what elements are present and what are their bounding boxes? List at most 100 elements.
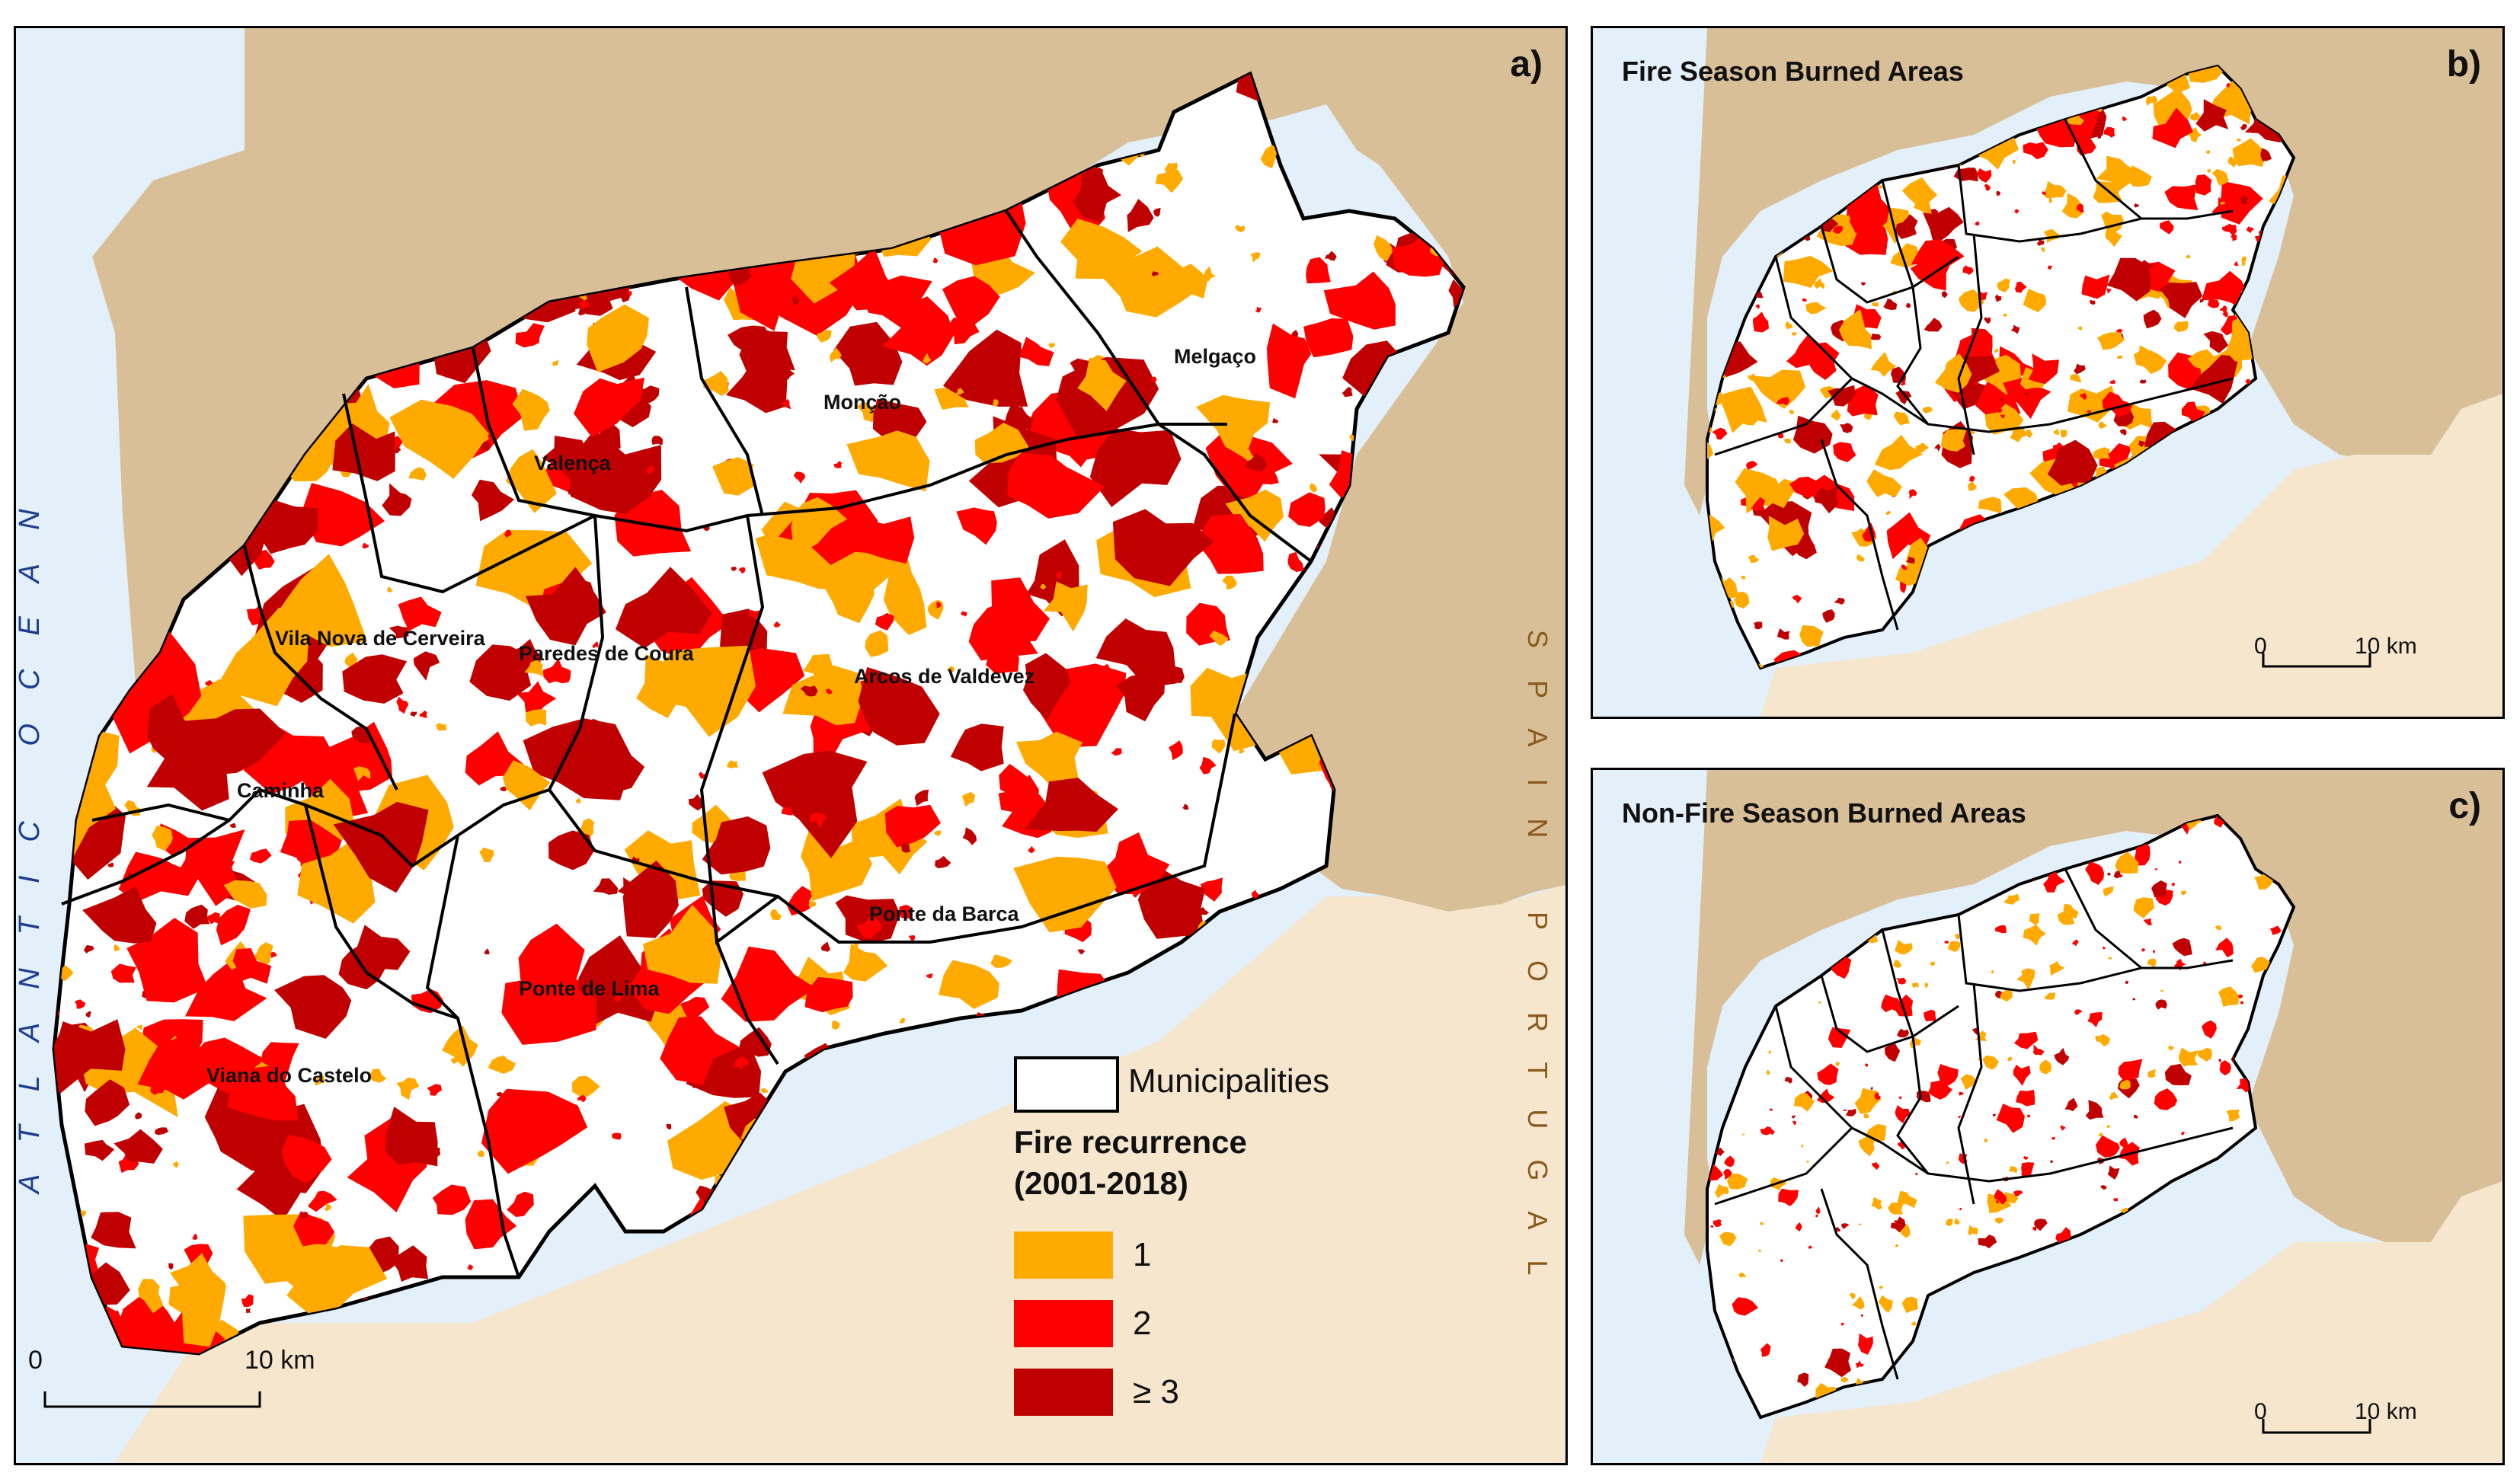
burned-patch [270,951,277,958]
burned-patch [2152,950,2155,954]
burned-patch [721,946,816,1022]
burned-patch [249,848,272,864]
burned-patch [2107,1165,2120,1180]
legend-swatch-3 [1014,1369,1113,1416]
legend-municipalities-label: Municipalities [1128,1062,1330,1100]
burned-patch [2199,298,2204,303]
burned-patch [74,999,86,1009]
burned-patch [2201,270,2247,311]
burned-patch [1785,321,1793,330]
burned-patch [504,529,512,538]
burned-patch [1901,1296,1918,1313]
burned-patch [1100,1031,1124,1052]
burned-patch [1918,1376,1935,1397]
burned-patch [344,652,358,668]
burned-patch [1806,1159,1809,1163]
burned-patch [1776,628,1790,640]
burned-patch [1769,1108,1773,1111]
burned-patch [1708,1099,1713,1103]
burned-patch [1978,497,2002,514]
burned-patch [1748,554,1759,563]
spain-area [92,28,1565,912]
burned-patch [2137,1228,2142,1235]
burned-patch [2064,1257,2074,1267]
burned-patch [1713,1340,1722,1346]
burned-patch [387,586,392,593]
burned-patch [2193,461,2211,481]
burned-patch [800,685,818,697]
burned-patch [791,294,800,306]
burned-patch [782,398,791,410]
burned-patch [1082,690,1099,704]
burned-patch [114,944,120,952]
burned-patch [2093,576,2108,588]
burned-patch [408,467,427,481]
burned-patch [1946,1161,1949,1164]
burned-patch [932,257,939,264]
burned-patch [739,1027,772,1057]
burned-patch [923,353,932,364]
burned-patch [1833,442,1856,462]
burned-patch [1780,1259,1783,1263]
burned-patch [1895,1244,1899,1247]
burned-patch [106,471,119,479]
burned-patch [332,423,395,481]
burned-patch [2147,958,2157,967]
burned-patch [1246,453,1268,472]
burned-patch [2159,282,2203,318]
map-panel-b: Fire Season Burned Areas b) 0 10 km [1591,26,2505,719]
burned-patch [2118,1059,2143,1083]
burned-patch [2098,1132,2103,1137]
burned-patch [1924,982,1929,988]
label-caminha: Caminha [237,779,325,802]
burned-patch [1924,148,1943,167]
burned-patch [1199,756,1217,775]
burned-patch [137,1034,210,1100]
burned-patch [1201,877,1223,902]
burned-patch [1712,427,1728,440]
burned-patch [2230,234,2237,241]
burned-patch [91,1212,136,1249]
burned-patch [120,544,126,549]
burned-patch [516,681,557,714]
burned-patch [1946,1219,1953,1226]
burned-patch [1895,390,1912,405]
burned-patch [781,807,792,816]
burned-patch [2076,203,2084,213]
burned-patch [2142,497,2158,510]
burned-patch [2125,1280,2129,1284]
burned-patch [2145,1308,2153,1318]
burned-patch [2085,1100,2104,1120]
burned-patch [761,658,769,663]
burned-patch [1727,1173,1748,1190]
burned-patch [2152,107,2193,149]
burned-patch [481,1088,588,1174]
burned-patch [2131,508,2138,513]
burned-patch [1797,1372,1809,1387]
burned-patch [2174,321,2189,333]
burned-patch [843,944,888,982]
burned-patch [593,878,619,895]
burned-patch [2050,532,2055,535]
burned-patch [2224,422,2250,446]
burned-patch [1323,271,1396,330]
legend-label-1: 1 [1133,1236,1152,1273]
burned-patch [2070,511,2074,516]
burned-patch [1879,185,1884,189]
portugal-area [115,885,1565,1463]
burned-patch [2062,104,2073,118]
burned-patch [2032,1226,2037,1231]
burned-patch [1816,1088,1835,1104]
burned-patch [2016,1090,2036,1107]
burned-patch [826,688,833,695]
burned-patch [385,1107,438,1167]
burned-patch [1793,1093,1815,1112]
burned-patch [219,607,309,707]
burned-patch [69,704,76,711]
burned-patch [1793,377,1799,383]
spain-label: SPAIN [1522,630,1553,870]
burned-patch [2104,1330,2108,1334]
burned-patch [2119,429,2127,436]
burned-patch [137,1354,148,1362]
burned-patch [1909,609,1930,633]
